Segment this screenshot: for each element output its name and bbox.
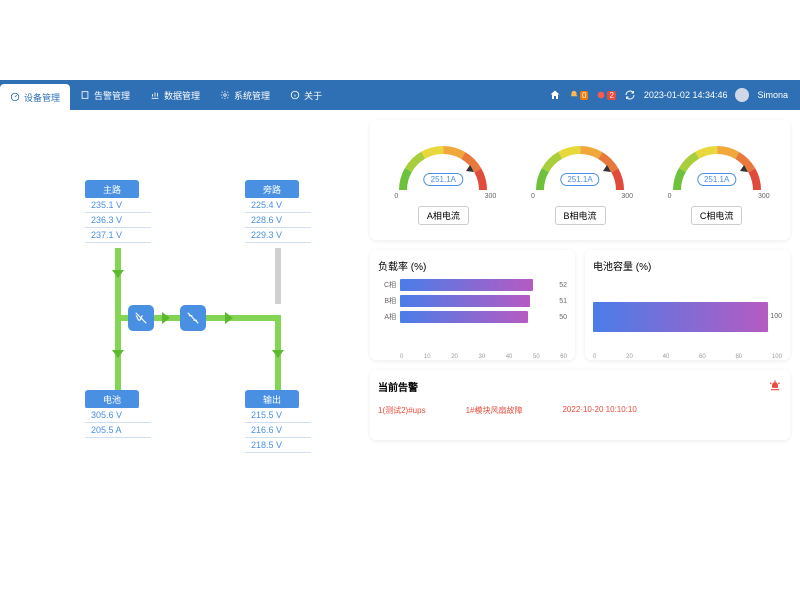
- gauge-c-label: C相电流: [691, 206, 743, 225]
- top-navbar: 设备管理 告警管理 数据管理 系统管理 关于 0 2 2023-01-02 14…: [0, 80, 800, 110]
- gear-icon: [220, 90, 230, 100]
- alarm-title: 当前告警: [378, 379, 418, 394]
- alarm-msg: 1#模块风扇故障: [466, 405, 523, 416]
- notif-alert[interactable]: 2: [596, 90, 615, 100]
- doc-icon: [80, 90, 90, 100]
- tab-label: 关于: [304, 89, 322, 102]
- home-icon[interactable]: [549, 89, 561, 101]
- node-output-label: 输出: [245, 390, 299, 409]
- gauge-icon: [10, 92, 20, 102]
- node-output-values: 215.5 V 216.6 V 218.5 V: [245, 408, 311, 453]
- gauge-b: 251.1A 0 300 B相电流: [515, 128, 646, 232]
- node-bypass-label: 旁路: [245, 180, 299, 199]
- alarm-time: 2022-10-20 10:10:10: [562, 405, 636, 416]
- refresh-icon[interactable]: [624, 89, 636, 101]
- tab-data-mgmt[interactable]: 数据管理: [140, 80, 210, 110]
- arrow-icon: [112, 270, 124, 278]
- tab-alarm-mgmt[interactable]: 告警管理: [70, 80, 140, 110]
- avatar[interactable]: [735, 88, 749, 102]
- tab-device-mgmt[interactable]: 设备管理: [0, 84, 70, 110]
- gauge-a-label: A相电流: [418, 206, 469, 225]
- battery-chart-title: 电池容量 (%): [593, 258, 782, 273]
- gauge-a: 251.1A 0 300 A相电流: [378, 128, 509, 232]
- node-main-values: 235.1 V 236.3 V 237.1 V: [85, 198, 151, 243]
- notif-count: 2: [607, 91, 615, 100]
- header-right: 0 2 2023-01-02 14:34:46 Simona: [549, 88, 800, 102]
- node-main-label: 主路: [85, 180, 139, 199]
- battery-chart-card: 电池容量 (%) 100 020406080100: [585, 250, 790, 360]
- arrow-icon: [112, 350, 124, 358]
- rectifier-icon: [128, 305, 154, 331]
- arrow-icon: [272, 350, 284, 358]
- node-battery-label: 电池: [85, 390, 139, 409]
- alarm-icon: [768, 378, 782, 395]
- tab-system-mgmt[interactable]: 系统管理: [210, 80, 280, 110]
- chart-icon: [150, 90, 160, 100]
- gauge-b-label: B相电流: [555, 206, 606, 225]
- arrow-icon: [162, 312, 170, 324]
- load-chart-card: 负载率 (%) C相52B相51A相50 0102030405060: [370, 250, 575, 360]
- arrow-icon: [225, 312, 233, 324]
- tab-label: 数据管理: [164, 89, 200, 102]
- tab-label: 设备管理: [24, 91, 60, 104]
- load-chart-title: 负载率 (%): [378, 258, 567, 273]
- datetime: 2023-01-02 14:34:46: [644, 90, 728, 100]
- node-bypass-values: 225.4 V 228.6 V 229.3 V: [245, 198, 311, 243]
- node-battery-values: 305.6 V 205.5 A: [85, 408, 151, 438]
- info-icon: [290, 90, 300, 100]
- tab-label: 告警管理: [94, 89, 130, 102]
- tab-about[interactable]: 关于: [280, 80, 332, 110]
- bar-row: C相52: [378, 279, 567, 291]
- gauge-c: 251.1A 0 300 C相电流: [651, 128, 782, 232]
- tab-label: 系统管理: [234, 89, 270, 102]
- bar-row: A相50: [378, 311, 567, 323]
- username: Simona: [757, 90, 788, 100]
- inverter-icon: [180, 305, 206, 331]
- alarm-device: 1(测试2)#ups: [378, 405, 426, 416]
- alarm-card: 当前告警 1(测试2)#ups 1#模块风扇故障 2022-10-20 10:1…: [370, 370, 790, 440]
- power-diagram: 主路 235.1 V 236.3 V 237.1 V 旁路 225.4 V 22…: [10, 120, 360, 590]
- gauges-card: 251.1A 0 300 A相电流: [370, 120, 790, 240]
- bar-row: B相51: [378, 295, 567, 307]
- notif-count: 0: [580, 91, 588, 100]
- notif-bell[interactable]: 0: [569, 90, 588, 100]
- alarm-row: 1(测试2)#ups 1#模块风扇故障 2022-10-20 10:10:10: [378, 405, 782, 416]
